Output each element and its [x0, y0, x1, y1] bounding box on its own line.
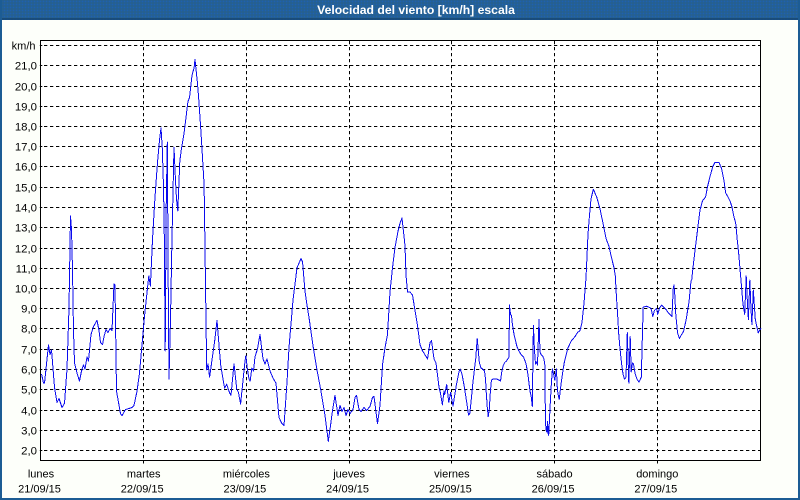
svg-text:16,0: 16,0 [15, 161, 37, 173]
svg-text:15,0: 15,0 [15, 182, 37, 194]
svg-text:9,0: 9,0 [21, 303, 37, 315]
svg-text:miércoles: miércoles [223, 469, 271, 481]
svg-text:lunes: lunes [28, 469, 55, 481]
svg-text:sábado: sábado [537, 469, 573, 481]
svg-text:km/h: km/h [12, 41, 36, 53]
svg-text:19,0: 19,0 [15, 101, 37, 113]
svg-text:20,0: 20,0 [15, 81, 37, 93]
svg-text:5,0: 5,0 [21, 384, 37, 396]
svg-text:22/09/15: 22/09/15 [121, 484, 164, 496]
svg-text:domingo: domingo [636, 469, 678, 481]
svg-text:11,0: 11,0 [16, 263, 37, 275]
svg-text:martes: martes [127, 469, 161, 481]
svg-text:18,0: 18,0 [15, 121, 37, 133]
svg-text:17,0: 17,0 [15, 141, 37, 153]
svg-text:27/09/15: 27/09/15 [634, 484, 677, 496]
svg-text:3,0: 3,0 [21, 425, 37, 437]
svg-text:2,0: 2,0 [21, 445, 37, 457]
svg-text:8,0: 8,0 [21, 323, 37, 335]
svg-text:23/09/15: 23/09/15 [223, 484, 266, 496]
svg-text:13,0: 13,0 [15, 222, 37, 234]
svg-text:25/09/15: 25/09/15 [429, 484, 472, 496]
svg-text:7,0: 7,0 [21, 344, 37, 356]
svg-text:10,0: 10,0 [15, 283, 37, 295]
svg-text:jueves: jueves [332, 469, 365, 481]
svg-text:26/09/15: 26/09/15 [532, 484, 575, 496]
svg-text:6,0: 6,0 [21, 364, 37, 376]
svg-text:21/09/15: 21/09/15 [18, 484, 61, 496]
svg-text:14,0: 14,0 [15, 202, 37, 214]
svg-text:viernes: viernes [434, 469, 470, 481]
svg-text:4,0: 4,0 [21, 405, 37, 417]
svg-text:24/09/15: 24/09/15 [326, 484, 369, 496]
svg-text:21,0: 21,0 [15, 60, 37, 72]
svg-text:12,0: 12,0 [15, 243, 37, 255]
